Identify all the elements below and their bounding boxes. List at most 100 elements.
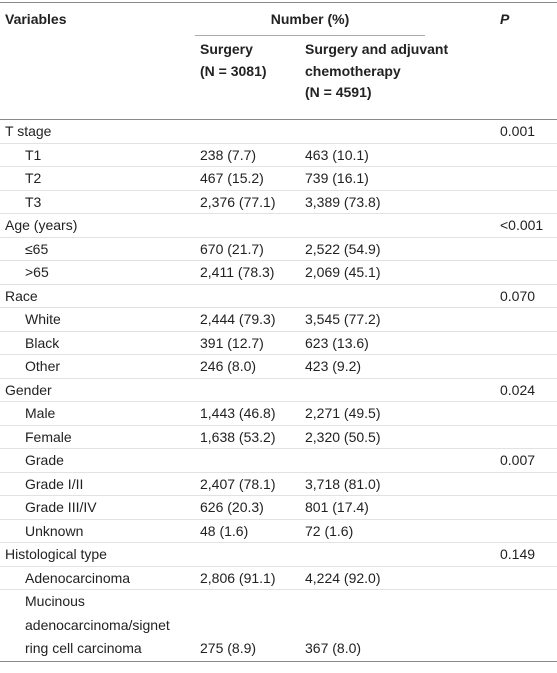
table-row: Grade I/II 2,407 (78.1) 3,718 (81.0) xyxy=(0,472,557,496)
table-row: Unknown 48 (1.6) 72 (1.6) xyxy=(0,519,557,543)
table-row: T2 467 (15.2) 739 (16.1) xyxy=(0,166,557,191)
row-label: Mucinous adenocarcinoma/signet ring cell… xyxy=(25,593,170,656)
row-label: Grade III/IV xyxy=(25,499,97,515)
variables-header: Variables xyxy=(5,11,67,27)
table-row: Age (years) <0.001 xyxy=(0,213,557,238)
p-cell xyxy=(495,472,557,496)
table-row: Female 1,638 (53.2) 2,320 (50.5) xyxy=(0,425,557,449)
table-row: Grade 0.007 xyxy=(0,448,557,473)
adjuvant-cell: 801 (17.4) xyxy=(305,499,369,515)
p-cell xyxy=(495,331,557,355)
p-cell xyxy=(495,261,557,285)
p-cell xyxy=(495,566,557,590)
row-label: Unknown xyxy=(25,522,84,539)
adjuvant-cell: 367 (8.0) xyxy=(305,640,362,656)
table-row: Black 391 (12.7) 623 (13.6) xyxy=(0,331,557,355)
p-header: P xyxy=(500,11,510,27)
adjuvant-cell: 4,224 (92.0) xyxy=(305,569,381,586)
adjuvant-cell: 463 (10.1) xyxy=(305,146,369,163)
row-label: Histological type xyxy=(5,546,107,562)
surgery-cell xyxy=(195,120,300,144)
row-label: Age (years) xyxy=(5,217,78,233)
row-label: Grade I/II xyxy=(25,475,84,492)
table-row: White 2,444 (79.3) 3,545 (77.2) xyxy=(0,307,557,332)
surgery-cell xyxy=(195,214,300,238)
surgery-header-cell: Surgery (N = 3081) xyxy=(195,37,300,120)
surgery-cell: 670 (21.7) xyxy=(200,240,264,257)
adjuvant-cell xyxy=(300,378,495,402)
p-cell: 0.070 xyxy=(500,287,536,304)
adjuvant-cell: 3,718 (81.0) xyxy=(305,475,381,492)
p-cell: 0.007 xyxy=(500,452,536,468)
p-cell xyxy=(495,190,557,214)
surgery-cell: 2,376 (77.1) xyxy=(200,193,276,210)
row-label: Black xyxy=(25,334,60,351)
surgery-n: (N = 3081) xyxy=(200,62,267,79)
surgery-cell: 2,806 (91.1) xyxy=(200,569,276,586)
adjuvant-cell: 2,069 (45.1) xyxy=(305,264,381,280)
surgery-cell: 1,443 (46.8) xyxy=(200,405,276,421)
blank xyxy=(495,37,557,120)
row-label: White xyxy=(25,311,61,327)
p-cell xyxy=(495,425,557,449)
surgery-cell xyxy=(195,378,300,402)
row-label: T1 xyxy=(25,146,42,163)
table-row: Mucinous adenocarcinoma/signet ring cell… xyxy=(0,589,557,662)
p-cell xyxy=(495,237,557,261)
table-row: T3 2,376 (77.1) 3,389 (73.8) xyxy=(0,190,557,214)
header-row: Variables Number (%) P xyxy=(0,3,557,38)
adjuvant-cell xyxy=(300,449,495,473)
surgery-cell xyxy=(195,543,300,567)
adjuvant-header-cell: Surgery and adjuvant chemotherapy (N = 45… xyxy=(300,37,495,120)
table-row: T1 238 (7.7) 463 (10.1) xyxy=(0,143,557,167)
adjuvant-cell: 72 (1.6) xyxy=(305,522,354,539)
adjuvant-cell: 2,271 (49.5) xyxy=(305,405,381,421)
table-row: Adenocarcinoma 2,806 (91.1) 4,224 (92.0) xyxy=(0,566,557,590)
surgery-cell: 626 (20.3) xyxy=(200,499,264,515)
surgery-cell xyxy=(195,449,300,473)
adjuvant-cell: 423 (9.2) xyxy=(305,358,362,374)
adjuvant-cell xyxy=(300,543,495,567)
table-row: Gender 0.024 xyxy=(0,378,557,402)
p-cell xyxy=(495,308,557,332)
surgery-cell: 2,444 (79.3) xyxy=(200,311,276,327)
adjuvant-cell xyxy=(300,214,495,238)
surgery-header: Surgery xyxy=(200,41,253,57)
p-cell xyxy=(495,143,557,167)
surgery-cell: 48 (1.6) xyxy=(200,522,249,539)
p-cell: 0.001 xyxy=(500,123,536,139)
adjuvant-cell: 2,320 (50.5) xyxy=(305,428,381,445)
row-label: T3 xyxy=(25,193,42,210)
number-header: Number (%) xyxy=(195,3,425,36)
adjuvant-cell: 2,522 (54.9) xyxy=(305,240,381,257)
table-row: Other 246 (8.0) 423 (9.2) xyxy=(0,354,557,379)
table-row: Male 1,443 (46.8) 2,271 (49.5) xyxy=(0,401,557,426)
row-label: Gender xyxy=(5,381,52,398)
table-row: Race 0.070 xyxy=(0,284,557,308)
table-row: Grade III/IV 626 (20.3) 801 (17.4) xyxy=(0,495,557,520)
adjuvant-n: (N = 4591) xyxy=(305,84,372,100)
table-row: ≤65 670 (21.7) 2,522 (54.9) xyxy=(0,237,557,261)
surgery-cell: 2,411 (78.3) xyxy=(200,264,275,280)
table-row: T stage 0.001 xyxy=(0,120,557,144)
table-row: >65 2,411 (78.3) 2,069 (45.1) xyxy=(0,260,557,285)
row-label: ≤65 xyxy=(25,240,49,257)
table-row: Histological type 0.149 xyxy=(0,542,557,567)
table-body: T stage 0.001 T1 238 (7.7) 463 (10.1) T2 467 (… xyxy=(0,120,557,662)
surgery-cell: 2,407 (78.1) xyxy=(200,475,276,492)
p-cell xyxy=(495,496,557,520)
subheader-row: Surgery (N = 3081) Surgery and adjuvant c… xyxy=(0,37,557,120)
surgery-cell: 467 (15.2) xyxy=(200,170,264,186)
adjuvant-header: Surgery and adjuvant chemotherapy xyxy=(305,41,449,79)
p-cell xyxy=(495,590,557,662)
p-cell: 0.149 xyxy=(500,546,536,562)
row-label: Grade xyxy=(25,452,64,468)
adjuvant-cell: 3,389 (73.8) xyxy=(305,193,381,210)
row-label: T stage xyxy=(5,123,52,139)
adjuvant-cell xyxy=(300,284,495,308)
surgery-cell: 1,638 (53.2) xyxy=(200,428,276,445)
p-cell: <0.001 xyxy=(500,217,544,233)
surgery-cell: 238 (7.7) xyxy=(200,146,257,163)
